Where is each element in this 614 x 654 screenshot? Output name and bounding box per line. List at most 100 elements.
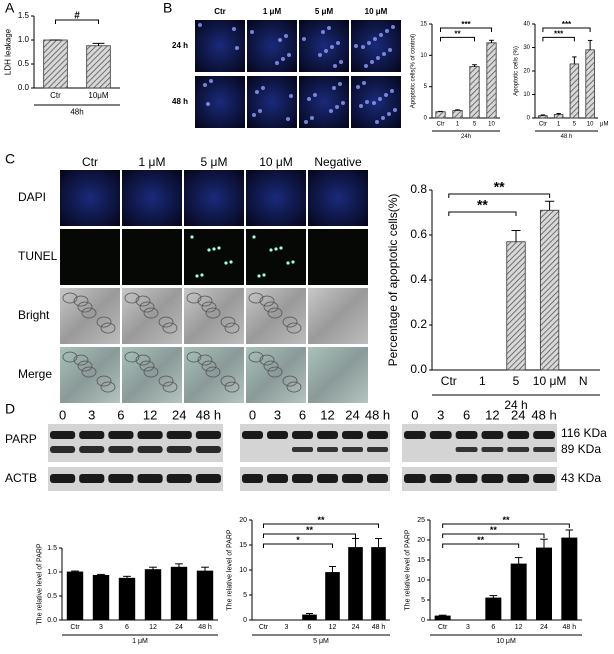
- cell: [282, 316, 298, 328]
- time-label: 24: [172, 407, 186, 422]
- x-tick-label: Ctr: [539, 122, 547, 128]
- bar: [553, 114, 564, 119]
- y-tick-label: 0: [424, 116, 428, 122]
- tunel-spot: [257, 274, 261, 278]
- size-label: 89 KDa: [561, 442, 601, 456]
- time-label: 12: [320, 407, 334, 422]
- nucleus: [255, 90, 259, 94]
- x-tick-label: Ctr: [50, 91, 61, 100]
- x-tick-label: 24: [540, 624, 548, 631]
- nucleus: [356, 85, 360, 89]
- cell: [224, 322, 240, 334]
- y-tick-label: 10: [420, 53, 427, 59]
- band: [367, 431, 388, 439]
- nucleus: [281, 57, 285, 61]
- band: [533, 431, 555, 439]
- y-tick-label: 0.0: [47, 617, 57, 624]
- nucleus: [310, 116, 314, 120]
- y-tick-label: 20: [417, 537, 425, 544]
- cell: [259, 354, 275, 366]
- band: [342, 447, 363, 452]
- time-label: 6: [117, 407, 124, 422]
- band: [507, 431, 530, 439]
- significance-label: **: [317, 515, 325, 525]
- bar: [144, 569, 162, 621]
- significance-bracket: [55, 19, 99, 24]
- x-tick-label: Ctr: [438, 624, 448, 631]
- panel-label: B: [163, 0, 172, 16]
- micrograph: [247, 20, 297, 72]
- cell: [96, 316, 112, 328]
- cell: [135, 295, 151, 307]
- bar: [66, 571, 84, 621]
- row-label: DAPI: [18, 190, 46, 204]
- nucleus: [206, 102, 210, 106]
- nucleus: [367, 41, 371, 45]
- row-label: 24 h: [172, 41, 188, 50]
- time-label: 12: [485, 407, 499, 422]
- nucleus: [302, 37, 306, 41]
- significance-bracket: [263, 523, 379, 528]
- x-tick-label: 12: [329, 624, 337, 631]
- micrograph: [308, 170, 368, 226]
- cell: [282, 375, 298, 387]
- band: [429, 431, 452, 439]
- bar: [325, 572, 340, 621]
- nucleus: [335, 105, 339, 109]
- x-tick-label: 3: [99, 624, 103, 631]
- significance-label: ***: [562, 20, 572, 29]
- bar: [371, 547, 386, 621]
- nucleus: [330, 45, 334, 49]
- time-label: 12: [143, 407, 157, 422]
- y-tick-label: 15: [239, 542, 247, 549]
- significance-bracket: [448, 211, 517, 216]
- band: [481, 431, 504, 439]
- band: [533, 474, 555, 483]
- significance-label: **: [494, 179, 505, 195]
- bar: [43, 39, 68, 89]
- x-unit: μM: [600, 122, 608, 128]
- cell: [139, 301, 155, 313]
- band: [367, 474, 388, 483]
- bar: [486, 42, 497, 119]
- y-tick-label: 0.8: [410, 182, 427, 196]
- nucleus: [287, 53, 291, 57]
- protein-label: PARP: [5, 432, 37, 446]
- cell: [77, 301, 93, 313]
- significance-bracket: [442, 543, 520, 548]
- tunel-spot: [279, 246, 283, 250]
- blot: [48, 467, 223, 491]
- band: [166, 431, 192, 439]
- cell: [162, 381, 178, 393]
- y-tick-label: 15: [420, 22, 427, 28]
- cell: [81, 307, 97, 319]
- significance-label: **: [454, 30, 461, 39]
- cell: [77, 360, 93, 372]
- x-tick-label: 10μM: [88, 91, 109, 100]
- y-tick-label: 0.2: [410, 317, 427, 331]
- nucleus: [275, 61, 279, 65]
- significance-label: #: [74, 11, 80, 22]
- significance-label: **: [477, 197, 488, 213]
- nucleus: [289, 94, 293, 98]
- x-tick-label: N: [579, 374, 588, 388]
- x-axis-label: 24h: [461, 134, 471, 140]
- bar: [452, 110, 463, 119]
- nucleus: [361, 45, 365, 49]
- band: [108, 446, 134, 453]
- cell: [139, 360, 155, 372]
- band: [108, 474, 134, 483]
- column-label: 10 μM: [259, 155, 293, 169]
- y-tick-label: 10: [523, 92, 530, 98]
- band: [455, 474, 478, 483]
- cell: [248, 292, 264, 304]
- bar: [196, 570, 214, 621]
- y-axis-label: The relative level of PARP: [36, 543, 43, 625]
- column-label: 1 μM: [139, 155, 166, 169]
- significance-bracket: [448, 193, 551, 198]
- y-tick-label: 5: [424, 84, 428, 90]
- micrograph: [122, 170, 182, 226]
- protein-label: ACTB: [5, 471, 37, 485]
- time-label: 48 h: [531, 407, 556, 422]
